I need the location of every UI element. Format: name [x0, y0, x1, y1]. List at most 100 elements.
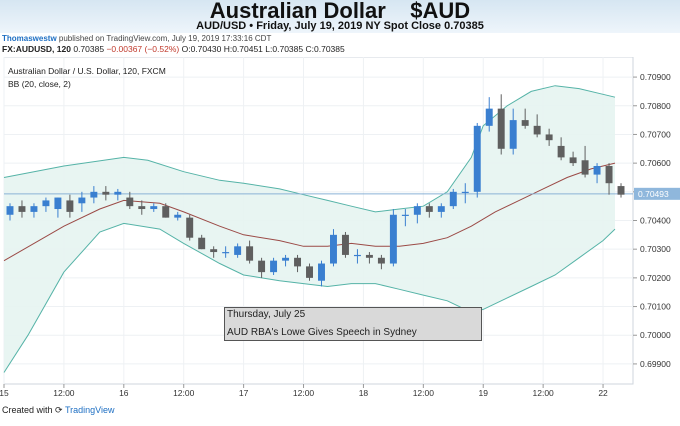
candles	[6, 94, 625, 287]
candle-body	[294, 257, 302, 267]
candle-body	[449, 191, 457, 207]
y-tick-label: 0.70400	[640, 216, 671, 226]
candlestick-chart[interactable]: 0.709000.708000.707000.706000.705000.704…	[0, 57, 680, 405]
candle-body	[270, 260, 278, 273]
candle-body	[258, 260, 266, 273]
candle-body	[461, 191, 469, 194]
published-line: Thomaswestw published on TradingView.com…	[2, 34, 271, 43]
candle-body	[90, 191, 98, 198]
candle-body	[593, 166, 601, 175]
y-tick-label: 0.70300	[640, 244, 671, 254]
candle-body	[282, 257, 290, 261]
x-tick-label: 18	[359, 388, 369, 398]
candle-body	[162, 206, 170, 218]
candle-body	[6, 206, 14, 215]
x-tick-label: 12:00	[533, 388, 555, 398]
chart-name-label: Australian Dollar / U.S. Dollar, 120, FX…	[8, 66, 166, 76]
candle-body	[413, 206, 421, 215]
candle-body	[138, 206, 146, 210]
candle-body	[30, 206, 38, 212]
candle-body	[341, 234, 349, 255]
bb-lower-line	[3, 222, 616, 373]
candle-body	[509, 120, 517, 149]
x-tick-label: 12:00	[173, 388, 195, 398]
candle-body	[210, 249, 218, 253]
x-tick-label: 19	[479, 388, 489, 398]
y-tick-label: 0.70200	[640, 273, 671, 283]
low-value: L:0.70385	[265, 44, 304, 54]
change-value: −0.00367 (−0.52%)	[106, 44, 180, 54]
y-tick-label: 0.70900	[640, 72, 671, 82]
published-text: published on TradingView.com, July 19, 2…	[56, 34, 272, 43]
candle-body	[330, 234, 337, 264]
candle-body	[246, 246, 254, 261]
candle-body	[365, 254, 373, 258]
y-tick-label: 0.70000	[640, 330, 671, 340]
bb-upper-line	[3, 85, 616, 213]
candle-body	[102, 191, 110, 195]
event-annotation: Thursday, July 25 AUD RBA's Lowe Gives S…	[224, 307, 482, 341]
candle-body	[353, 254, 361, 257]
x-tick-label: 17	[239, 388, 249, 398]
candle-body	[377, 257, 385, 264]
candle-body	[521, 120, 529, 126]
candle-body	[437, 206, 445, 212]
last-price-label: 0.70493	[638, 189, 669, 199]
candle-body	[617, 186, 625, 195]
y-tick-label: 0.70800	[640, 101, 671, 111]
candle-body	[473, 125, 481, 192]
candle-body	[222, 252, 230, 254]
symbol-label: FX:AUDUSD, 120	[2, 44, 71, 54]
candle-body	[581, 160, 589, 175]
candle-body	[557, 145, 565, 158]
bb-basis-line	[3, 162, 616, 262]
indicator-label[interactable]: BB (20, close, 2)	[8, 79, 71, 89]
annotation-text: AUD RBA's Lowe Gives Speech in Sydney	[227, 327, 417, 338]
candle-body	[605, 166, 613, 184]
high-value: H:0.70451	[223, 44, 263, 54]
chart-header: Australian Dollar $AUD AUD/USD • Friday,…	[0, 0, 680, 33]
candle-body	[533, 125, 541, 135]
candle-body	[78, 197, 86, 204]
candle-body	[389, 214, 397, 264]
y-tick-label: 0.69900	[640, 359, 671, 369]
footer: Created with ⟳ TradingView	[2, 405, 114, 416]
chart-subtitle: AUD/USD • Friday, July 19, 2019 NY Spot …	[196, 20, 484, 32]
candle-body	[126, 197, 134, 207]
x-tick-label: 22	[598, 388, 608, 398]
bollinger-bands	[3, 85, 633, 373]
candle-body	[42, 200, 50, 207]
candle-body	[497, 108, 505, 149]
annotation-date: Thursday, July 25	[227, 309, 306, 320]
candle-body	[54, 197, 62, 210]
candle-body	[545, 134, 553, 141]
candle-body	[186, 217, 194, 238]
candle-body	[174, 214, 182, 218]
open-value: O:0.70430	[181, 44, 222, 54]
x-tick-label: 15	[0, 388, 9, 398]
candle-body	[234, 246, 242, 255]
candle-body	[114, 191, 122, 195]
y-tick-label: 0.70100	[640, 302, 671, 312]
ohlc-line: FX:AUDUSD, 120 0.70385 −0.00367 (−0.52%)…	[2, 44, 345, 54]
footer-brand[interactable]: TradingView	[64, 405, 115, 415]
candle-body	[425, 206, 433, 212]
x-tick-label: 12:00	[293, 388, 315, 398]
candle-body	[401, 214, 409, 216]
chart-title: Australian Dollar $AUD	[209, 0, 471, 23]
last-value: 0.70385	[73, 44, 105, 54]
band-fill	[4, 85, 615, 373]
publisher-name[interactable]: Thomaswestw	[2, 34, 57, 43]
candle-body	[198, 237, 206, 250]
axes: 0.709000.708000.707000.706000.705000.704…	[0, 72, 680, 398]
candle-body	[318, 263, 325, 281]
x-tick-label: 12:00	[53, 388, 75, 398]
candle-body	[485, 108, 493, 126]
tradingview-logo-icon: ⟳	[55, 405, 63, 415]
candle-body	[569, 157, 577, 164]
y-tick-label: 0.70600	[640, 158, 671, 168]
candle-body	[150, 206, 158, 210]
candle-body	[306, 266, 313, 278]
y-tick-label: 0.70700	[640, 129, 671, 139]
last-price-tag	[634, 187, 680, 200]
